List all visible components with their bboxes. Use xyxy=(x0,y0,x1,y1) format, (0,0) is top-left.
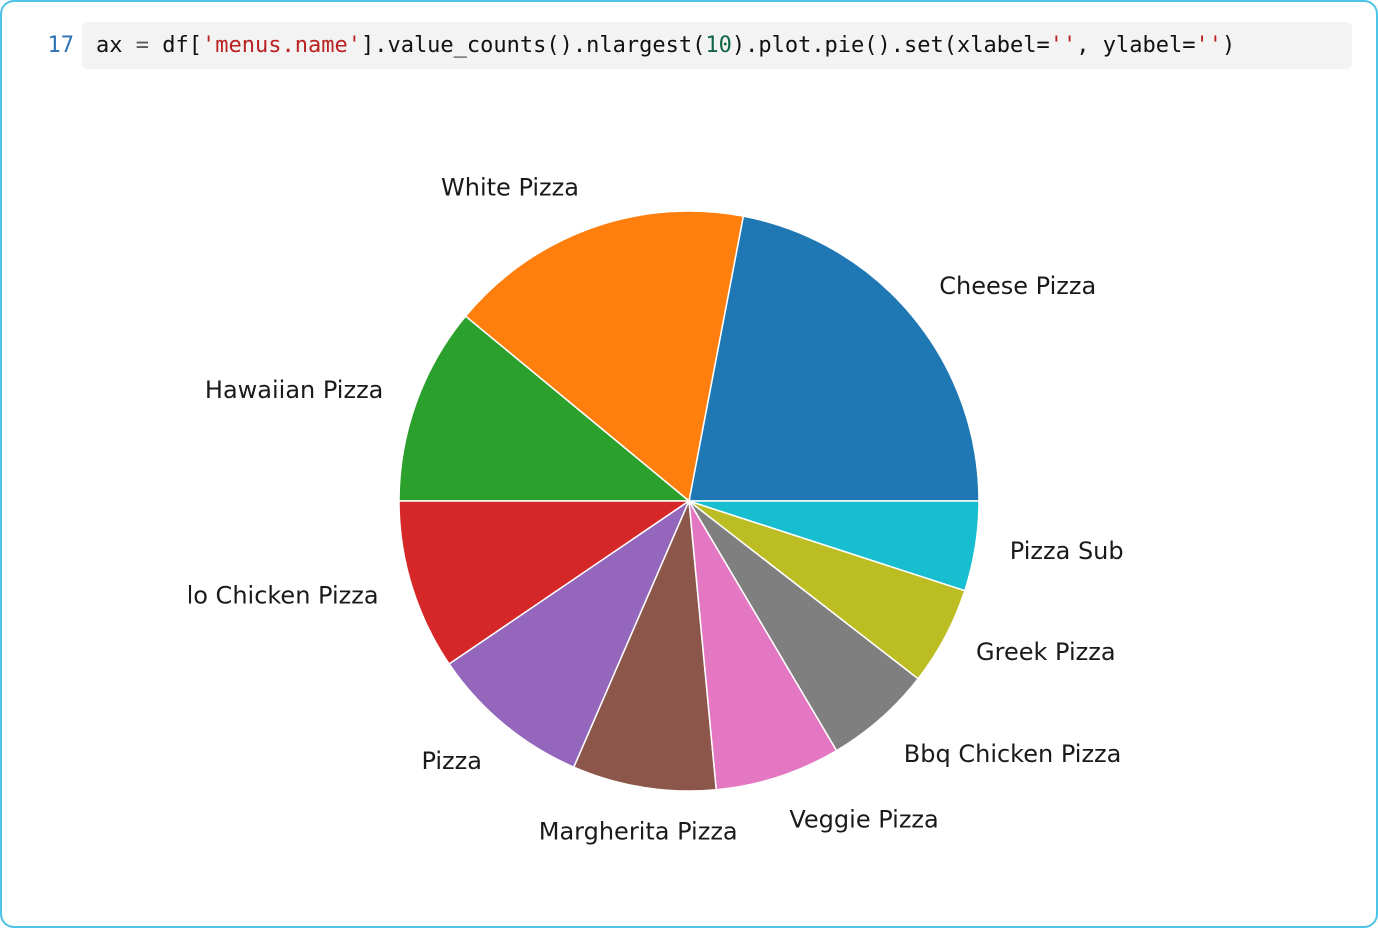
pie-chart: Cheese Pizza White Pizza Hawaiian Pizza Buf… xyxy=(189,101,1189,881)
code-token: df xyxy=(162,33,189,58)
code-token: 10 xyxy=(705,33,732,58)
notebook-cell: 17 ax = df['menus.name'].value_counts().… xyxy=(0,0,1378,928)
code-token: '' xyxy=(1195,33,1222,58)
pie-slice-label: Veggie Pizza xyxy=(789,806,938,834)
code-token: 'menus.name' xyxy=(202,33,361,58)
pie-slice-label: Pizza xyxy=(421,747,482,775)
cell-input-row: 17 ax = df['menus.name'].value_counts().… xyxy=(26,22,1352,69)
code-token: ] xyxy=(361,33,374,58)
code-token: ).plot.pie().set(xlabel= xyxy=(732,33,1050,58)
code-token: .value_counts().nlargest( xyxy=(374,33,705,58)
code-token: [ xyxy=(189,33,202,58)
pie-slice-label: White Pizza xyxy=(441,174,579,202)
pie-slice-label: Margherita Pizza xyxy=(539,818,738,846)
code-token: ) xyxy=(1222,33,1235,58)
execution-count: 17 xyxy=(26,22,82,69)
pie-slice-label: Cheese Pizza xyxy=(939,272,1096,300)
pie-slice-label: Hawaiian Pizza xyxy=(205,376,384,404)
pie-chart-container: Cheese Pizza White Pizza Hawaiian Pizza Buf… xyxy=(189,101,1189,881)
pie-slice-label: Pizza Sub xyxy=(1010,537,1124,565)
code-input[interactable]: ax = df['menus.name'].value_counts().nla… xyxy=(82,22,1352,69)
code-token: ax xyxy=(96,33,136,58)
code-token: = xyxy=(136,33,163,58)
cell-output: Cheese Pizza White Pizza Hawaiian Pizza Buf… xyxy=(26,69,1352,881)
pie-slice-label: Bbq Chicken Pizza xyxy=(904,741,1122,769)
code-token: '' xyxy=(1050,33,1077,58)
pie-slice-label: Buffalo Chicken Pizza xyxy=(189,582,379,610)
code-token: , ylabel= xyxy=(1076,33,1195,58)
pie-slice-label: Greek Pizza xyxy=(976,638,1116,666)
